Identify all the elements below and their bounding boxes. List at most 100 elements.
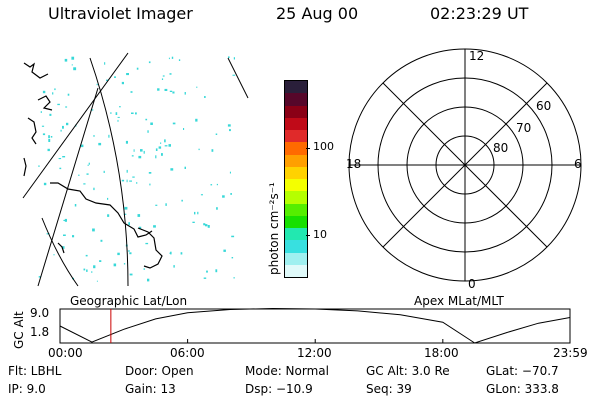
colorbar-tick (306, 148, 310, 149)
speckle (113, 263, 117, 267)
altitude-ylabel: GC Alt (12, 311, 26, 349)
speckle (195, 118, 198, 122)
speckle (67, 93, 70, 96)
speckle (86, 269, 88, 272)
mlt-label-0: 0 (468, 277, 476, 291)
speckle (64, 218, 67, 222)
speckle (206, 270, 208, 273)
speckle (204, 96, 206, 98)
seq-info: Seq: 39 (366, 382, 412, 396)
colorbar-segment (285, 191, 307, 204)
speckle (46, 233, 50, 235)
speckle (172, 91, 175, 94)
altitude-ytick: 9.0 (30, 306, 49, 320)
speckle (158, 146, 162, 149)
coastline (37, 95, 53, 111)
door-info: Door: Open (125, 364, 194, 378)
speckle (138, 155, 142, 159)
speckle (136, 182, 138, 184)
altitude-plot: GC Alt 9.0 1.8 (12, 306, 571, 349)
speckle (164, 145, 168, 147)
speckle (121, 179, 125, 182)
time-tick-label: 06:00 (170, 346, 205, 360)
speckle (183, 128, 185, 130)
speckle (136, 67, 139, 70)
speckle (145, 118, 148, 121)
speckle (223, 249, 226, 252)
speckle (137, 214, 141, 217)
altitude-frame (59, 308, 571, 344)
coastline (23, 62, 49, 79)
apex-label: Apex MLat/MLT (414, 294, 504, 308)
speckle (184, 92, 186, 95)
speckle (126, 73, 129, 76)
speckle (148, 61, 151, 64)
coastline (50, 182, 153, 238)
speckle (65, 106, 68, 108)
colorbar (284, 80, 308, 278)
speckle (107, 197, 109, 200)
speckle (59, 167, 62, 170)
speckle (233, 277, 235, 279)
mode-info: Mode: Normal (245, 364, 329, 378)
speckle (78, 174, 80, 176)
speckle (161, 78, 164, 80)
speckle (62, 125, 64, 129)
time-tick-label: 23:59 (553, 346, 588, 360)
speckle (168, 144, 171, 147)
speckle (143, 268, 145, 270)
speckle (83, 183, 86, 185)
speckle (132, 176, 135, 178)
colorbar-segment (285, 240, 307, 253)
speckle (197, 211, 199, 215)
speckle (41, 125, 45, 127)
speckle (114, 76, 116, 78)
time-label: 02:23:29 UT (430, 4, 529, 23)
speckle (173, 265, 175, 268)
speckle (230, 193, 232, 195)
time-tick-label: 00:00 (48, 346, 83, 360)
lon-line (227, 57, 249, 99)
speckle (203, 277, 207, 279)
colorbar-segment (285, 179, 307, 192)
speckle (169, 73, 172, 75)
speckle (233, 57, 235, 60)
date-label: 25 Aug 00 (276, 4, 359, 23)
speckle (123, 263, 126, 265)
colorbar-tick-label: 10 (313, 228, 327, 241)
speckle (83, 268, 86, 271)
speckle (129, 273, 133, 276)
speckle (96, 280, 98, 282)
speckle (63, 234, 66, 236)
speckle (210, 184, 213, 186)
speckle (228, 56, 230, 58)
speckle (87, 164, 89, 166)
speckle (58, 158, 62, 160)
dsp-info: Dsp: −10.9 (245, 382, 313, 396)
speckle (117, 116, 120, 118)
speckle (162, 75, 165, 77)
altitude-ytick: 1.8 (30, 325, 49, 339)
speckle (124, 206, 128, 210)
speckle (50, 136, 53, 138)
speckle (121, 81, 124, 85)
speckle (86, 173, 89, 175)
speckle (74, 204, 77, 207)
colorbar-segment (285, 203, 307, 216)
speckle (54, 88, 56, 91)
colorbar-segment (285, 154, 307, 167)
speckle (229, 171, 231, 174)
geographic-image-panel (22, 52, 249, 287)
speckle (88, 162, 90, 165)
speckle (222, 195, 225, 198)
speckle (231, 257, 234, 259)
speckle (93, 187, 95, 191)
speckle (92, 228, 95, 232)
speckle (153, 225, 156, 228)
speckle (155, 148, 158, 151)
speckle (57, 103, 60, 106)
speckle (155, 155, 157, 159)
speckle (38, 165, 40, 167)
speckle (180, 252, 183, 255)
speckle (171, 56, 174, 59)
